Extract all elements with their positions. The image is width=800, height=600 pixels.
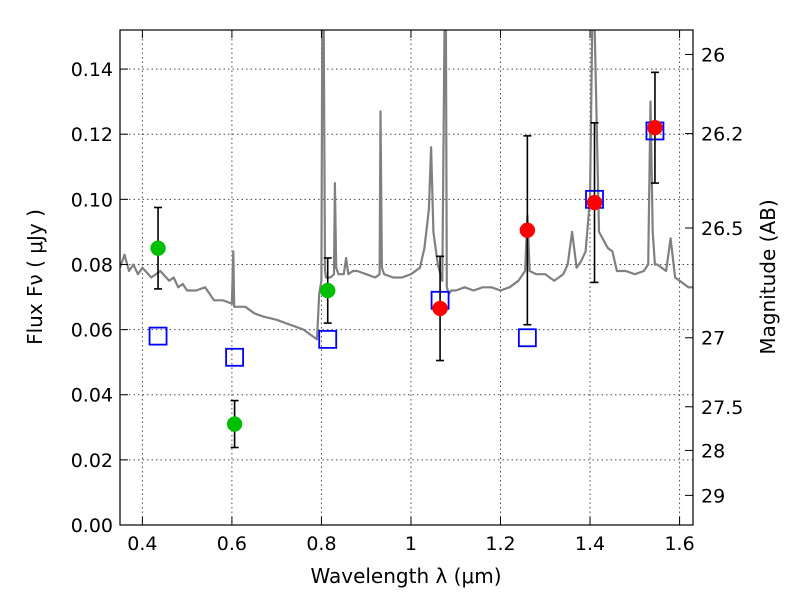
model-square xyxy=(517,328,537,348)
y2-tick-label: 26.2 xyxy=(701,124,743,146)
y2-tick-label: 29 xyxy=(701,485,725,507)
data-point xyxy=(647,119,663,136)
data-point xyxy=(519,222,536,239)
y2-axis-label: Magnitude (AB) xyxy=(756,199,780,354)
x-tick-label: 1.2 xyxy=(485,533,515,555)
y2-tick-label: 26.5 xyxy=(701,218,743,240)
grid xyxy=(120,30,693,526)
y-tick-label: 0.10 xyxy=(71,189,113,211)
axes: 0.4 0.6 0.8 1 1.2 1.4 1.6 0.00 0.02 0.04 0.06 0.08 0… xyxy=(71,30,743,555)
y-tick-label: 0.04 xyxy=(71,385,113,407)
y-tick-label: 0.00 xyxy=(71,515,113,537)
y2-tick-label: 26 xyxy=(701,44,725,66)
plot-area xyxy=(120,30,693,449)
y-tick-label: 0.06 xyxy=(71,320,113,342)
y-tick-label: 0.12 xyxy=(71,124,113,146)
x-tick-label: 0.8 xyxy=(306,533,336,555)
y-tick-label: 0.08 xyxy=(71,254,113,276)
data-point xyxy=(150,240,166,256)
spectrum-line xyxy=(120,30,693,341)
data-point xyxy=(319,282,336,299)
model-square xyxy=(148,326,168,346)
y-axis-label: Flux Fν ( μJy ) xyxy=(23,209,47,345)
x-tick-label: 1.4 xyxy=(575,533,605,555)
y-tick-label: 0.02 xyxy=(71,450,113,472)
plot-frame xyxy=(119,29,694,526)
data-point xyxy=(432,300,448,317)
y-tick-label: 0.14 xyxy=(71,59,113,81)
y2-tick-label: 27 xyxy=(701,328,725,350)
model-square xyxy=(225,347,245,367)
y2-tick-label: 28 xyxy=(701,440,725,462)
x-tick-label: 0.6 xyxy=(217,533,247,555)
data-point xyxy=(226,416,243,432)
x-tick-label: 0.4 xyxy=(127,533,157,555)
y2-tick-label: 27.5 xyxy=(701,397,743,419)
x-axis-label: Wavelength λ (μm) xyxy=(310,564,501,588)
x-tick-label: 1.6 xyxy=(664,533,694,555)
x-tick-label: 1 xyxy=(405,533,417,555)
data-point xyxy=(586,194,603,211)
model-square xyxy=(318,329,338,349)
